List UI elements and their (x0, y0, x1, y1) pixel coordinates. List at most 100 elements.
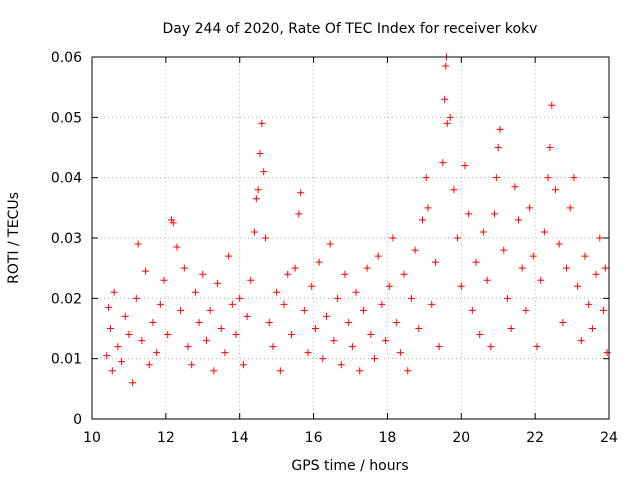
data-point (435, 343, 443, 351)
x-tick-label: 22 (526, 430, 544, 446)
data-point (548, 101, 556, 109)
data-point (540, 228, 548, 236)
data-point (232, 331, 240, 339)
data-point (304, 349, 312, 357)
data-point (345, 318, 353, 326)
data-point (551, 186, 559, 194)
data-point (363, 264, 371, 272)
data-point (348, 343, 356, 351)
data-point (472, 258, 480, 266)
data-point (446, 113, 454, 121)
data-point (359, 306, 367, 314)
data-point (476, 331, 484, 339)
data-point (256, 150, 264, 158)
data-point (454, 234, 462, 242)
data-point (228, 300, 236, 308)
data-point (544, 174, 552, 182)
data-point (247, 276, 255, 284)
axis-ticks: 10 12 14 16 18 20 22 24 0 0.01 0.02 0.03 0.04 0.05 0.0… (51, 50, 618, 446)
data-point (337, 361, 345, 369)
data-point (411, 246, 419, 254)
data-point (334, 294, 342, 302)
data-point (138, 337, 146, 345)
data-point (404, 367, 412, 375)
data-point (570, 174, 578, 182)
data-point (110, 288, 118, 296)
data-point (492, 174, 500, 182)
data-point (191, 288, 199, 296)
data-point (518, 264, 526, 272)
data-point (225, 252, 233, 260)
data-point (503, 294, 511, 302)
data-point (585, 300, 593, 308)
data-point (422, 174, 430, 182)
data-point (515, 216, 523, 224)
x-axis-label: GPS time / hours (291, 458, 408, 474)
data-point (258, 119, 266, 127)
data-point (106, 325, 114, 332)
data-point (153, 349, 161, 357)
data-point (177, 306, 185, 314)
data-point (284, 270, 292, 278)
data-point (431, 258, 439, 266)
data-point (601, 264, 609, 272)
data-point (439, 159, 447, 167)
data-point (494, 144, 502, 151)
data-point (149, 318, 157, 326)
data-point (202, 337, 210, 345)
data-point (468, 306, 476, 314)
x-tick-label: 18 (379, 430, 397, 446)
data-point (393, 318, 401, 326)
data-point (105, 303, 113, 311)
data-point (374, 252, 382, 260)
data-point (537, 276, 545, 284)
data-point (217, 325, 225, 332)
x-tick-label: 12 (157, 430, 175, 446)
data-point (180, 264, 188, 272)
data-point (236, 294, 244, 302)
data-point (511, 183, 519, 191)
data-point (108, 367, 116, 375)
data-point (184, 343, 192, 351)
data-point (533, 343, 541, 351)
data-point (262, 234, 270, 242)
data-point (265, 318, 273, 326)
data-point (389, 234, 397, 242)
grid-lines (92, 57, 609, 419)
data-point (479, 228, 487, 236)
data-point (341, 270, 349, 278)
x-tick-label: 20 (452, 430, 470, 446)
data-point (142, 267, 150, 275)
data-point (311, 325, 319, 332)
data-point (378, 300, 386, 308)
data-point (145, 361, 153, 369)
data-point (367, 331, 375, 339)
data-point (214, 279, 222, 287)
data-point (424, 204, 432, 212)
data-point (173, 243, 181, 251)
data-point (239, 361, 247, 369)
data-point (385, 282, 393, 290)
data-point (254, 186, 262, 194)
x-tick-label: 10 (83, 430, 101, 446)
data-point (596, 234, 604, 242)
data-point (496, 125, 504, 133)
data-point (522, 306, 530, 314)
data-point (415, 325, 423, 332)
y-tick-label: 0.01 (51, 352, 82, 368)
data-point (526, 204, 534, 212)
data-point (574, 282, 582, 290)
data-point (319, 355, 327, 363)
data-point (322, 312, 330, 320)
data-point (442, 62, 450, 70)
data-point (295, 210, 303, 218)
y-tick-label: 0 (73, 412, 82, 428)
data-point (160, 276, 168, 284)
data-point (195, 318, 203, 326)
data-point (276, 367, 284, 375)
data-point (407, 294, 415, 302)
data-point (315, 258, 323, 266)
data-point (308, 282, 316, 290)
data-point (280, 300, 288, 308)
data-point (297, 189, 305, 197)
